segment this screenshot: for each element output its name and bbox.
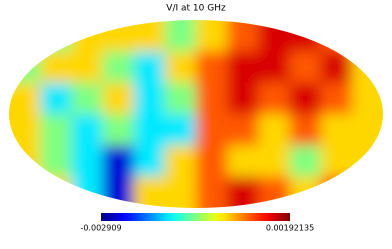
map-cell (71, 51, 103, 84)
map-cell (40, 20, 72, 52)
map-cell (102, 145, 135, 178)
map-cell (289, 82, 322, 115)
map-cell (9, 20, 41, 52)
map-cell (9, 176, 41, 208)
map-cell (227, 20, 259, 52)
map-cell (227, 145, 259, 178)
map-cell (71, 176, 103, 208)
map-cell (196, 176, 228, 208)
map-cell (164, 176, 197, 208)
map (9, 20, 383, 208)
map-cell (351, 82, 383, 115)
map-cell (227, 51, 259, 84)
map-cell (133, 145, 166, 178)
map-cell (164, 82, 197, 115)
map-cell (227, 176, 259, 208)
chart-title: V/I at 10 GHz (166, 4, 226, 14)
map-cell (40, 82, 72, 115)
map-cell (71, 20, 103, 52)
map-cell (351, 51, 383, 84)
map-cell (196, 82, 228, 115)
map-cell (9, 145, 41, 178)
map-cell (102, 114, 135, 146)
map-cell (227, 114, 259, 146)
map-cell (196, 114, 228, 146)
map-cell (133, 20, 166, 52)
map-cell (289, 114, 322, 146)
map-cell (102, 20, 135, 52)
map-cells (9, 20, 383, 208)
map-cell (289, 145, 322, 178)
map-cell (351, 20, 383, 52)
map-cell (133, 176, 166, 208)
map-cell (164, 51, 197, 84)
map-cell (258, 114, 290, 146)
map-cell (289, 20, 322, 52)
map-cell (351, 145, 383, 178)
map-cell (258, 20, 290, 52)
map-cell (258, 145, 290, 178)
map-cell (196, 51, 228, 84)
map-cell (71, 145, 103, 178)
map-cell (40, 51, 72, 84)
colorbar-max-label: 0.00192135 (266, 224, 314, 233)
map-cell (40, 145, 72, 178)
map-cell (71, 114, 103, 146)
map-cell (133, 51, 166, 84)
map-cell (258, 51, 290, 84)
map-cell (258, 82, 290, 115)
colorbar (101, 213, 290, 221)
map-cell (9, 51, 41, 84)
map-cell (320, 145, 353, 178)
map-cell (164, 114, 197, 146)
map-cell (196, 20, 228, 52)
map-cell (40, 176, 72, 208)
map-cell (133, 114, 166, 146)
map-cell (40, 114, 72, 146)
map-cell (227, 82, 259, 115)
map-cell (102, 51, 135, 84)
map-cell (289, 51, 322, 84)
map-cell (320, 114, 353, 146)
map-cell (71, 82, 103, 115)
map-cell (9, 82, 41, 115)
map-cell (164, 145, 197, 178)
map-cell (9, 114, 41, 146)
map-cell (351, 114, 383, 146)
map-cell (320, 82, 353, 115)
map-cell (133, 82, 166, 115)
map-cell (196, 145, 228, 178)
map-cell (289, 176, 322, 208)
map-cell (320, 20, 353, 52)
map-cell (164, 20, 197, 52)
map-cell (320, 176, 353, 208)
map-cell (102, 82, 135, 115)
map-cell (320, 51, 353, 84)
map-cell (351, 176, 383, 208)
colorbar-min-label: -0.002909 (80, 224, 121, 233)
